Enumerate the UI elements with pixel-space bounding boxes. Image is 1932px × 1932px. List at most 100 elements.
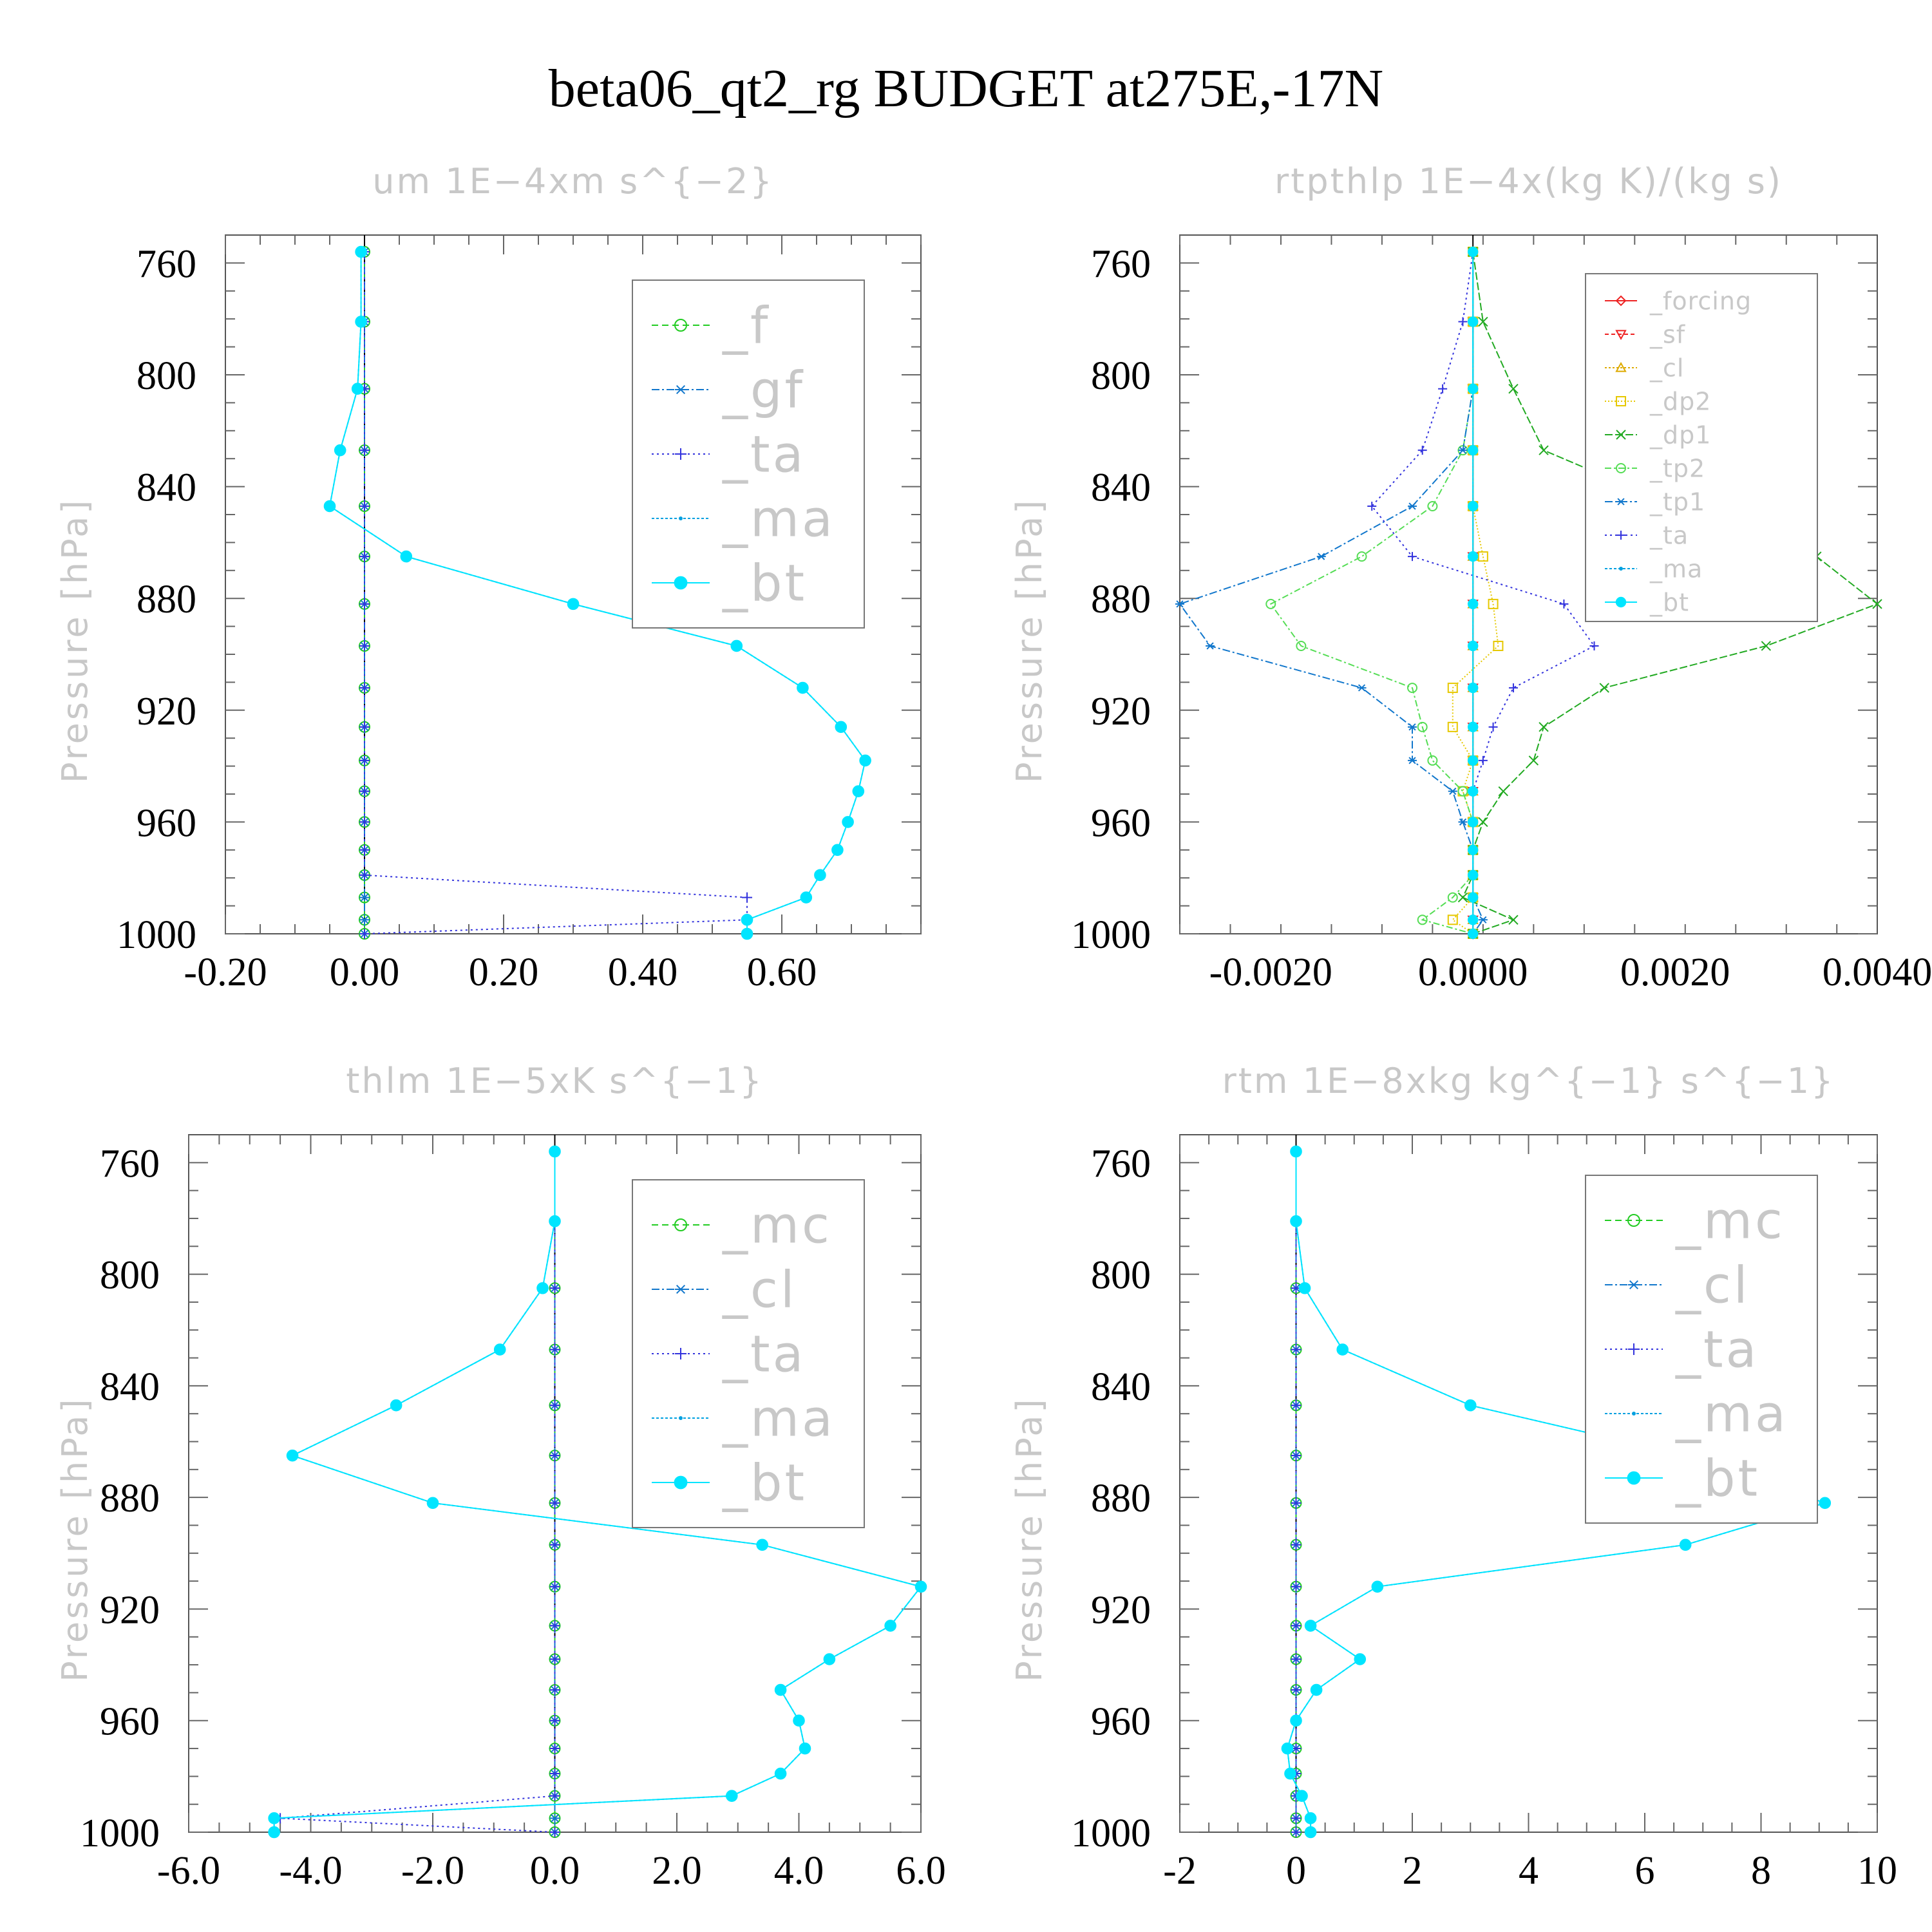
data-point [1616,498,1625,506]
legend-label: _forcing [1649,287,1752,315]
data-point [359,893,370,902]
legend-label: _ma [1649,554,1703,583]
x-tick-label: 0.0040 [1823,951,1932,994]
data-point [884,1620,896,1632]
data-point [1761,641,1772,651]
data-point [1291,1497,1302,1508]
data-point [1408,757,1417,764]
data-point [1417,721,1428,732]
legend-item: _cl [652,1261,797,1319]
legend-label: _bt [722,1454,807,1512]
data-point [1354,1653,1367,1665]
data-point [1291,1344,1302,1355]
legend-item: _cl [1605,1256,1750,1314]
data-point [823,1653,836,1665]
axis-ticks [225,235,922,934]
data-point [835,721,848,734]
data-point [549,1620,560,1631]
data-point [549,1814,560,1823]
data-point [675,384,687,395]
data-point [359,683,370,694]
y-axis-label: Pressure [hPa] [55,498,95,783]
data-point [1448,788,1457,795]
y-tick-label: 840 [137,466,196,510]
data-point [549,1215,561,1227]
data-point [1627,1214,1640,1227]
legend-item: _tp1 [1605,488,1705,516]
data-point [1291,1539,1302,1550]
data-point [549,1827,560,1837]
data-point [1206,642,1215,650]
data-point [1316,553,1326,560]
data-point [1615,295,1627,307]
data-point [1467,682,1479,694]
legend-label: _cl [722,1261,797,1319]
legend-label: _ta [1649,521,1689,549]
data-point [1508,683,1518,693]
legend: _mc _cl _ta _ma _bt [1585,1175,1818,1524]
data-point [1357,684,1367,692]
legend-label: _ma [722,490,835,548]
data-point [1478,755,1488,765]
series-line [1467,246,1479,940]
data-point [1458,818,1468,826]
legend-label: _f [722,297,770,355]
legend-label: _bt [1649,588,1689,616]
legend-label: _bt [722,554,807,612]
legend-label: _cl [1649,354,1684,382]
legend-label: _dp2 [1649,387,1711,415]
data-point [1464,1399,1477,1412]
data-point [351,383,364,395]
data-point [549,1497,560,1508]
y-tick-label: 1000 [117,913,196,957]
legend-label: _gf [722,361,805,419]
data-point [675,1284,687,1294]
data-point [1427,500,1438,511]
series-line [1291,1146,1302,1837]
y-tick-label: 760 [1091,1142,1151,1186]
data-point [674,319,687,332]
data-point [268,1826,280,1839]
data-point [742,892,752,903]
data-point [852,785,865,797]
data-point [1632,1412,1636,1416]
legend-label: _cl [1675,1256,1750,1314]
data-point [1298,1282,1311,1294]
data-point [1467,500,1479,512]
data-point [756,1539,768,1551]
data-point [1589,641,1599,650]
legend-label: _mc [1675,1192,1785,1250]
data-point [355,245,367,258]
x-tick-label: -6.0 [157,1849,220,1893]
data-point [1291,1450,1302,1461]
data-point [1296,1790,1308,1802]
legend-item: _forcing [1605,287,1752,315]
data-point [1447,721,1458,732]
data-point [1615,596,1627,608]
x-tick-label: 0.0 [530,1849,580,1893]
data-point [1336,1343,1349,1356]
data-point [1478,817,1488,828]
legend-item: _f [652,297,770,355]
data-point [1407,683,1417,694]
data-point [1493,640,1504,651]
data-point [741,914,753,926]
axis-ticks [1179,1135,1878,1833]
data-point [914,1580,927,1593]
data-point [1304,1620,1317,1632]
data-point [1408,552,1417,562]
data-point [1291,1400,1302,1411]
data-point [859,754,871,767]
x-tick-label: 2.0 [652,1849,702,1893]
y-tick-label: 800 [1091,1254,1151,1298]
x-tick-label: -4.0 [279,1849,342,1893]
data-point [741,927,753,940]
data-point [1175,600,1184,608]
legend-label: _dp1 [1649,421,1711,449]
y-tick-label: 880 [137,578,196,621]
legend-item: _bt [1605,588,1689,616]
legend-item: _mc [1605,1192,1785,1250]
data-point [1290,1215,1302,1227]
data-point [1408,723,1417,731]
data-point [1458,317,1468,327]
